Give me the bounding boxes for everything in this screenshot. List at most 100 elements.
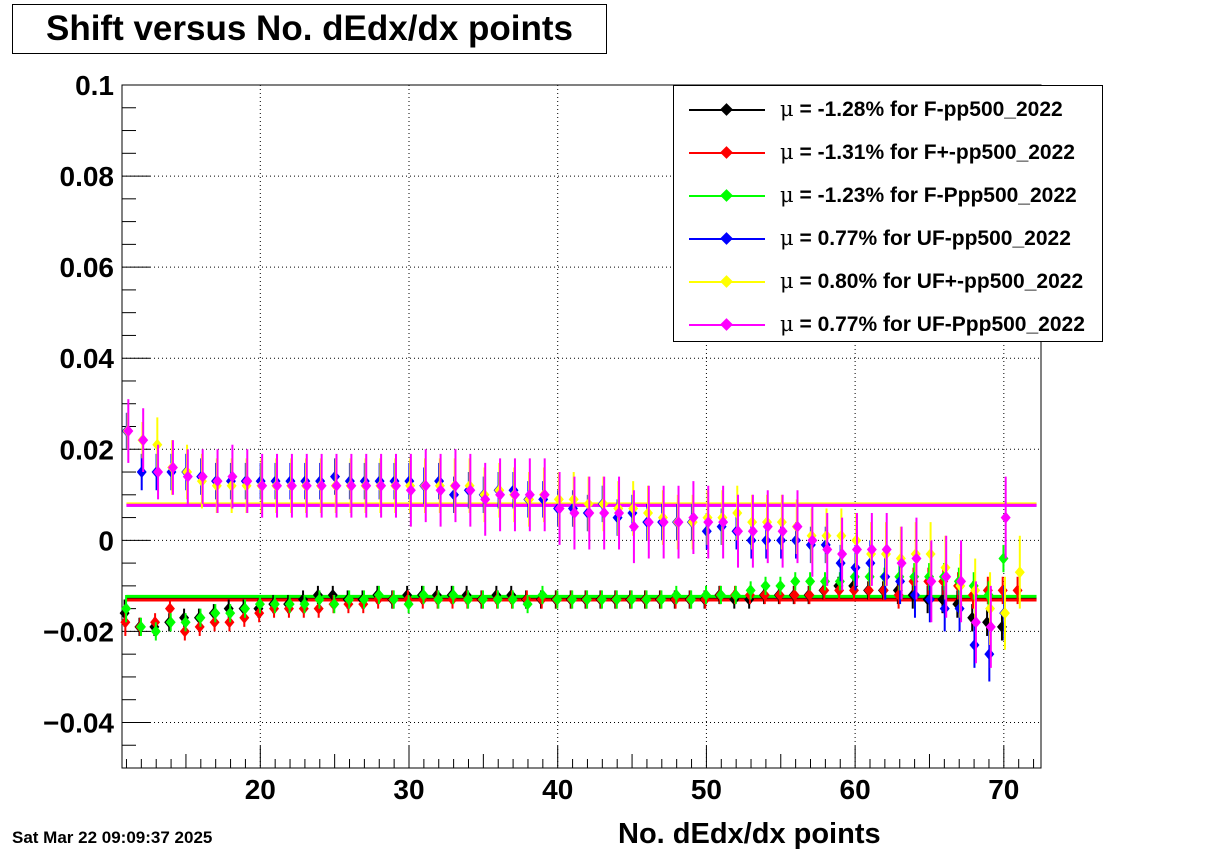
- legend: μ = -1.28% for F-pp500_2022 μ = -1.31% fo…: [673, 85, 1103, 342]
- data-point: [878, 584, 889, 597]
- data-point: [969, 639, 980, 652]
- data-point: [715, 588, 726, 601]
- data-point: [789, 588, 800, 601]
- x-tick-label: 70: [988, 774, 1019, 805]
- data-point: [701, 588, 712, 601]
- data-point: [599, 507, 610, 520]
- data-point: [344, 593, 355, 606]
- y-tick-label: 0.06: [60, 252, 115, 283]
- data-point: [480, 493, 491, 506]
- data-point: [463, 593, 474, 606]
- data-point: [522, 598, 533, 611]
- data-point: [197, 470, 208, 483]
- y-tick-label: −0.02: [43, 616, 114, 647]
- data-point: [135, 620, 146, 633]
- data-point: [643, 516, 654, 529]
- legend-label: μ = -1.23% for F-Ppp500_2022: [780, 183, 1077, 208]
- x-tick-label: 30: [393, 774, 424, 805]
- data-point: [346, 479, 357, 492]
- data-point: [805, 575, 816, 588]
- tick-labels: 20 30 40 50 60 70 −0.04 −0.02 0 0.02 0.04 0.06 0.08 0…: [43, 70, 1019, 805]
- data-point: [314, 593, 325, 606]
- legend-label: μ = 0.77% for UF-Ppp500_2022: [780, 312, 1085, 337]
- data-point: [998, 552, 1009, 565]
- data-point: [257, 479, 268, 492]
- data-point: [495, 488, 506, 501]
- data-point: [373, 588, 384, 601]
- legend-label: μ = 0.77% for UF-pp500_2022: [780, 226, 1071, 251]
- data-point: [405, 484, 416, 497]
- legend-entry: μ = -1.31% for F+-pp500_2022: [674, 132, 1102, 172]
- data-point: [849, 584, 860, 597]
- mu-symbol: μ: [780, 97, 794, 121]
- y-tick-label: 0: [98, 525, 114, 556]
- legend-entry: μ = 0.80% for UF+-pp500_2022: [674, 261, 1102, 301]
- data-point: [924, 593, 935, 606]
- mu-symbol: μ: [780, 269, 794, 293]
- data-point: [820, 575, 831, 588]
- data-point: [465, 484, 476, 497]
- data-point: [164, 602, 175, 615]
- data-point: [911, 552, 922, 565]
- data-point: [997, 584, 1008, 597]
- data-point: [790, 575, 801, 588]
- data-point: [730, 588, 741, 601]
- data-point: [195, 611, 206, 624]
- data-point: [596, 593, 607, 606]
- legend-entry: μ = 0.77% for UF-pp500_2022: [674, 218, 1102, 258]
- data-point: [433, 593, 444, 606]
- data-point: [301, 479, 312, 492]
- data-point: [210, 607, 221, 620]
- legend-entry: μ = 0.77% for UF-Ppp500_2022: [674, 304, 1102, 344]
- data-point: [509, 488, 520, 501]
- data-point: [150, 625, 161, 638]
- data-point: [286, 479, 297, 492]
- data-point: [703, 516, 714, 529]
- data-point: [926, 575, 937, 588]
- data-point: [688, 511, 699, 524]
- data-point: [582, 593, 593, 606]
- legend-label-text: = -1.23% for F-Ppp500_2022: [793, 184, 1077, 207]
- data-point: [240, 602, 251, 615]
- data-point: [212, 475, 223, 488]
- data-point: [316, 479, 327, 492]
- data-point: [1012, 584, 1023, 597]
- data-point: [420, 479, 431, 492]
- data-point: [863, 584, 874, 597]
- axis-ticks: [122, 84, 1035, 769]
- data-point: [123, 425, 134, 438]
- x-tick-label: 40: [542, 774, 573, 805]
- data-point: [656, 593, 667, 606]
- data-point: [941, 570, 952, 583]
- data-points: [119, 399, 1025, 682]
- data-point: [167, 461, 178, 474]
- data-point: [136, 466, 147, 479]
- legend-label-text: = 0.77% for UF-pp500_2022: [793, 227, 1071, 250]
- data-point: [686, 593, 697, 606]
- legend-label-text: = -1.28% for F-pp500_2022: [793, 98, 1063, 121]
- data-point: [403, 598, 414, 611]
- data-point: [242, 475, 253, 488]
- data-point: [492, 593, 503, 606]
- data-point: [777, 525, 788, 538]
- data-point: [121, 602, 132, 615]
- data-point: [584, 507, 595, 520]
- data-point: [254, 598, 265, 611]
- legend-marker: [720, 103, 733, 116]
- data-point: [807, 534, 818, 547]
- series-2: [121, 544, 1009, 641]
- x-tick-label: 60: [840, 774, 871, 805]
- data-point: [939, 602, 950, 615]
- data-point: [999, 607, 1010, 620]
- data-point: [390, 479, 401, 492]
- legend-label-text: = -1.31% for F+-pp500_2022: [793, 141, 1075, 164]
- data-point: [227, 470, 238, 483]
- data-point: [673, 516, 684, 529]
- data-point: [611, 593, 622, 606]
- data-point: [626, 593, 637, 606]
- data-point: [272, 479, 283, 492]
- y-tick-label: 0.04: [60, 343, 115, 374]
- legend-marker: [720, 146, 733, 159]
- data-point: [539, 488, 550, 501]
